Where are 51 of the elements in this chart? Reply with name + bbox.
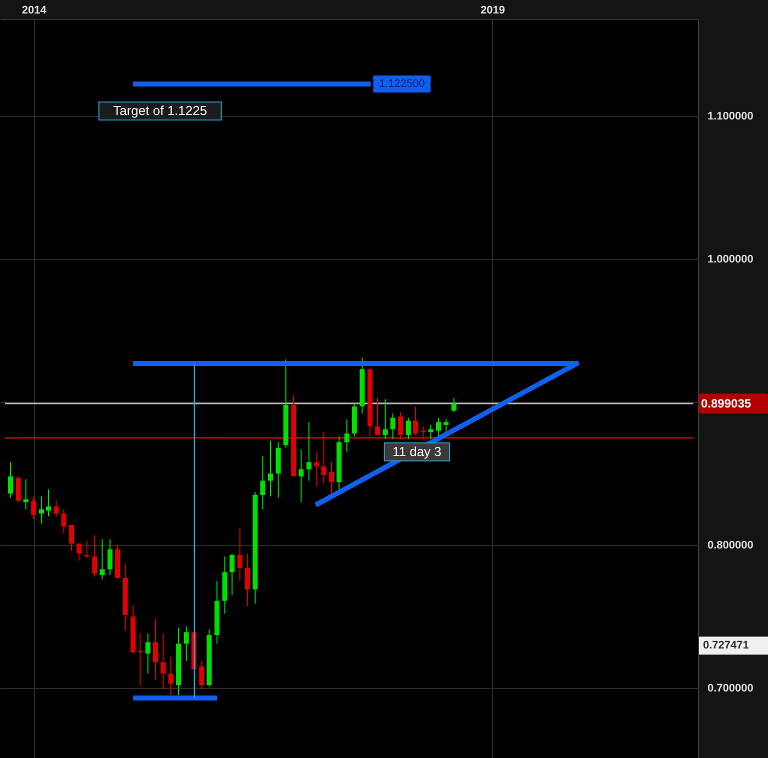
y-tick-label: 1.000000 [708,254,754,266]
candlestick [54,500,59,517]
candlestick [61,508,66,534]
candlestick [306,422,312,482]
x-tick-label: 2019 [480,4,506,16]
candlestick [69,524,74,552]
candlestick [199,660,204,690]
candlestick [46,488,51,517]
candlestick [444,418,449,433]
candlestick [92,534,98,577]
candlestick [298,448,304,503]
text: 0.727471 [703,640,749,652]
candlestick [237,527,242,582]
candlestick [260,456,266,510]
candlestick [84,540,90,558]
candlestick [184,626,189,662]
candlestick [38,496,44,524]
x-tick-label: 2014 [22,4,48,16]
candlestick [451,397,456,413]
candlestick [344,418,350,453]
candlestick [160,633,166,690]
annotation: 11 day 3 [392,444,442,459]
candlestick [406,417,411,440]
candlestick [428,424,434,440]
candlestick [152,618,158,680]
annotation: 1.122500 [378,78,425,90]
candlestick [107,538,112,576]
candlestick [412,406,418,436]
candlestick [321,432,326,484]
candlestick [420,426,426,440]
y-tick-label: 0.800000 [708,540,754,552]
candlestick [390,413,396,440]
candlestick [314,452,320,487]
candlestick [145,633,150,674]
candlestick [398,412,404,440]
ref-line-label: 0.899035 [701,396,752,410]
candlestick [375,397,380,436]
candlestick [76,543,82,562]
candlestick [230,553,235,596]
candlestick [382,398,388,440]
candlestick [16,476,21,503]
candlestick [436,417,442,437]
candlestick [244,553,250,607]
candlestick [31,496,36,520]
candlestick [268,440,274,497]
y-tick-label: 1.100000 [708,110,754,123]
candlestick [168,656,174,696]
y-tick-label: 0.700000 [708,682,754,694]
annotation: Target of 1.1225 [113,103,208,118]
candlestick [8,462,14,498]
candlestick [100,538,105,580]
